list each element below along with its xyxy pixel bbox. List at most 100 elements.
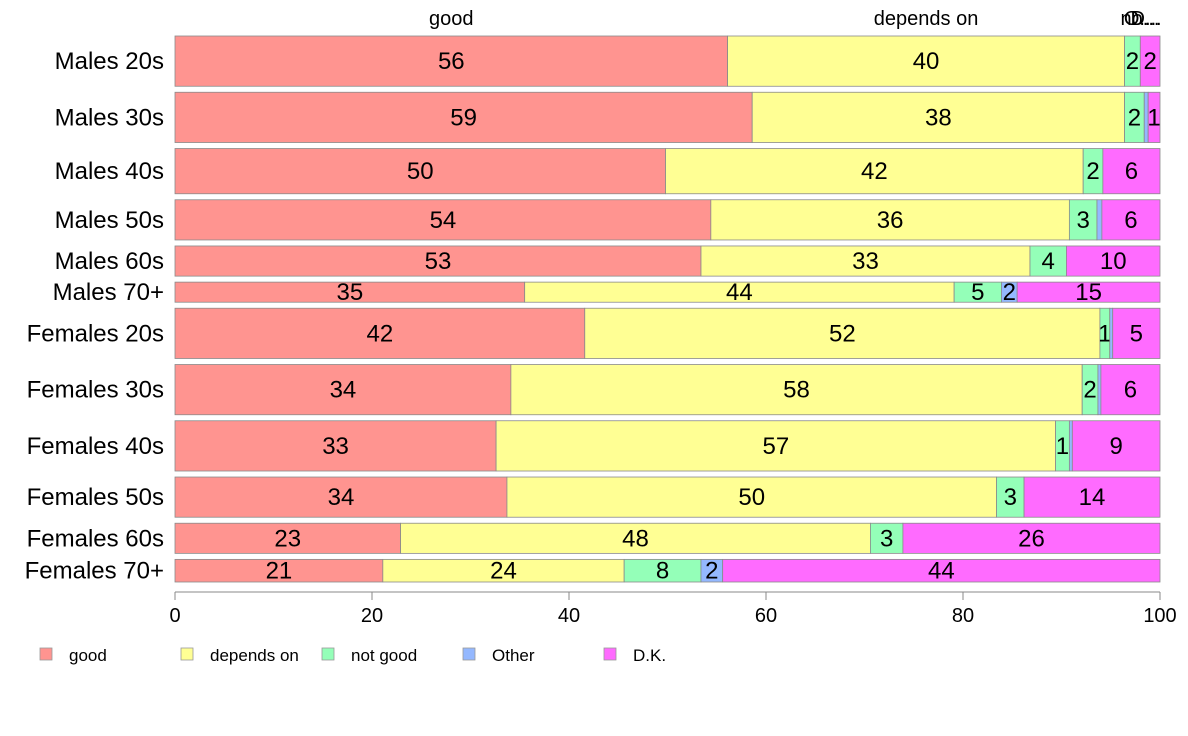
- bar-segment-good: [174, 476, 508, 518]
- bar-segment-not-good: [1068, 199, 1098, 241]
- bar-segment-other: [1097, 364, 1102, 416]
- data-label: 6: [1125, 158, 1138, 185]
- data-label: 2: [1083, 377, 1096, 404]
- bar-segment-depends-on: [751, 91, 1125, 143]
- bar-row: 53 33 4 10: [174, 245, 1161, 277]
- data-label: 14: [1079, 484, 1106, 511]
- bar-segment-d-k-: [1100, 364, 1161, 416]
- bar-row: 59 38 2 1: [174, 91, 1161, 143]
- data-label: 5: [971, 279, 984, 306]
- row-label: Males 40s: [55, 158, 164, 185]
- data-label: 6: [1124, 207, 1137, 234]
- data-label: 33: [852, 248, 879, 275]
- bar-segment-other: [1068, 420, 1073, 472]
- bar-row: 34 58 2 6: [174, 364, 1161, 416]
- row-label: Females 60s: [27, 525, 164, 552]
- bar-row: 54 36 3 6: [174, 199, 1161, 241]
- bar-row: 56 40 2 2: [174, 35, 1161, 87]
- bar-segment-good: [174, 364, 512, 416]
- bar-segment-d-k-: [1066, 245, 1161, 277]
- bar-segment-d-k-: [1139, 35, 1161, 87]
- bar-row: 33 57 1 9: [174, 420, 1161, 472]
- bar-segment-depends-on: [506, 476, 997, 518]
- data-label: 54: [430, 207, 457, 234]
- data-label: 21: [266, 558, 293, 585]
- row-label: Males 60s: [55, 248, 164, 275]
- data-label: 15: [1075, 279, 1102, 306]
- data-label: 2: [1003, 279, 1016, 306]
- bar-row: 21 24 8 2 44: [174, 558, 1161, 585]
- bar-segment-good: [174, 35, 728, 87]
- bar-segment-d-k-: [1102, 148, 1161, 195]
- data-label: 52: [829, 320, 856, 347]
- data-label: 2: [1143, 48, 1156, 75]
- bar-row: 42 52 1 5: [174, 307, 1161, 359]
- bar-segment-good: [174, 91, 753, 143]
- x-tick-label: 40: [558, 605, 580, 627]
- row-label: Males 70+: [53, 279, 164, 306]
- bar-segment-good: [174, 245, 702, 277]
- data-label: 4: [1042, 248, 1055, 275]
- bar-segment-depends-on: [400, 522, 871, 554]
- data-label: 34: [328, 484, 355, 511]
- data-label: 8: [656, 558, 669, 585]
- bar-segment-d-k-: [1071, 420, 1161, 472]
- data-label: 9: [1109, 433, 1122, 460]
- bar-segment-d-k-: [1101, 199, 1161, 241]
- bar-segment-not-good: [1029, 245, 1067, 277]
- row-label: Females 30s: [27, 377, 164, 404]
- x-tick-label: 60: [755, 605, 777, 627]
- row-label: Males 50s: [55, 207, 164, 234]
- data-label: 44: [928, 558, 955, 585]
- data-label: 2: [1086, 158, 1099, 185]
- data-label: 5: [1130, 320, 1143, 347]
- bar-row: 35 44 5 2 15: [174, 279, 1161, 306]
- bar-segment-not-good: [996, 476, 1025, 518]
- top-category-label: D...: [1130, 8, 1161, 30]
- top-category-label: good: [429, 8, 474, 30]
- bar-segment-good: [174, 307, 586, 359]
- data-label: 3: [880, 525, 893, 552]
- bar-segment-depends-on: [510, 364, 1083, 416]
- data-label: 1: [1098, 320, 1111, 347]
- row-label: Females 20s: [27, 320, 164, 347]
- data-label: 33: [322, 433, 349, 460]
- legend-swatch: [462, 647, 476, 661]
- legend-swatch: [603, 647, 617, 661]
- data-label: 58: [783, 377, 810, 404]
- data-label: 42: [861, 158, 888, 185]
- data-label: 2: [1128, 104, 1141, 131]
- data-label: 50: [738, 484, 765, 511]
- data-label: 44: [726, 279, 753, 306]
- bar-row: 23 48 3 26: [174, 522, 1161, 554]
- bar-segment-other: [1109, 307, 1114, 359]
- row-label: Males 30s: [55, 104, 164, 131]
- bar-segment-d-k-: [1112, 307, 1161, 359]
- legend-item: Other: [462, 646, 535, 665]
- data-label: 38: [925, 104, 952, 131]
- legend-label: not good: [351, 646, 417, 665]
- legend-item: depends on: [180, 646, 299, 665]
- top-category-label: no...: [1121, 8, 1160, 30]
- top-category-labels: good depends on no...O...D...: [429, 8, 1162, 30]
- data-label: 48: [622, 525, 649, 552]
- bar-segment-depends-on: [700, 245, 1031, 277]
- legend-label: D.K.: [633, 646, 666, 665]
- data-label: 23: [274, 525, 301, 552]
- data-label: 2: [705, 558, 718, 585]
- data-label: 57: [762, 433, 789, 460]
- bar-segment-depends-on: [665, 148, 1084, 195]
- bar-segment-depends-on: [710, 199, 1070, 241]
- data-label: 1: [1056, 433, 1069, 460]
- bar-segment-d-k-: [902, 522, 1161, 554]
- data-label: 53: [425, 248, 452, 275]
- data-label: 42: [367, 320, 394, 347]
- row-labels: Males 20s Males 30s Males 40s Males 50s Male…: [25, 48, 164, 585]
- bar-segment-good: [174, 199, 712, 241]
- data-label: 3: [1004, 484, 1017, 511]
- legend-swatch: [180, 647, 194, 661]
- data-label: 56: [438, 48, 465, 75]
- x-axis: 0 20 40 60 80 100: [169, 591, 1177, 627]
- row-label: Males 20s: [55, 48, 164, 75]
- legend-label: good: [69, 646, 107, 665]
